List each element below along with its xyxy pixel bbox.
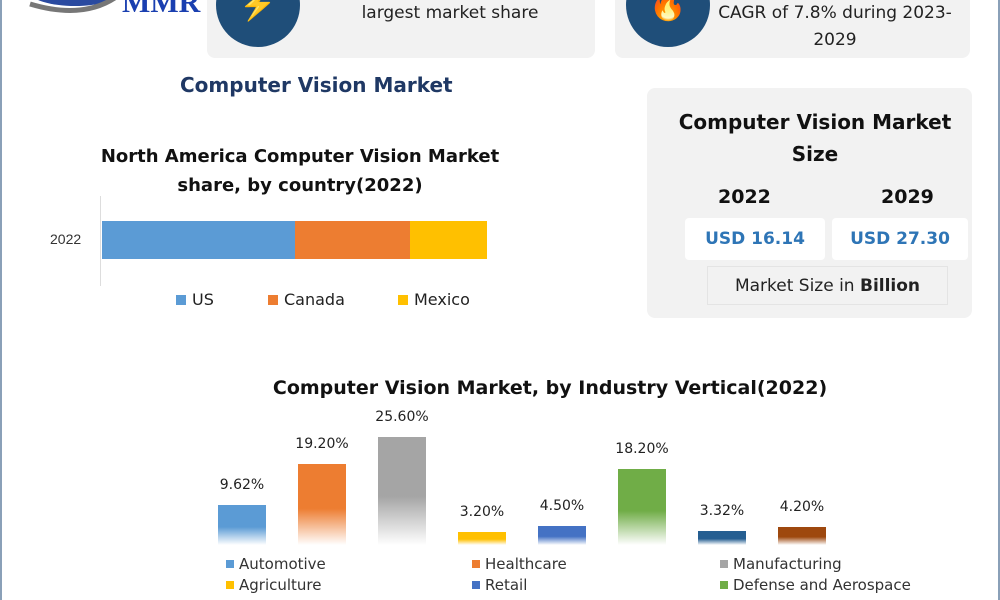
legend-swatch (268, 294, 278, 305)
unit-label: Market Size in Billion (707, 266, 948, 305)
bar-data-label: 3.32% (699, 503, 745, 520)
bar-data-label: 4.50% (539, 498, 585, 515)
legend-swatch (720, 581, 728, 589)
market-size-title: Computer Vision Market Size (645, 106, 985, 170)
legend-swatch (720, 560, 728, 568)
na-legend-item: US (176, 290, 214, 309)
logo-text: MMR (122, 0, 201, 19)
industry-legend-item: Healthcare (472, 555, 567, 573)
legend-label: Automotive (239, 555, 326, 573)
na-category-label: 2022 (50, 231, 82, 247)
industry-legend-item: Manufacturing (720, 555, 842, 573)
industry-legend-item: Retail (472, 576, 527, 594)
bar-data-label: 25.60% (375, 409, 429, 426)
card-share-text: largest market share (361, 3, 539, 23)
industry-legend-item: Agriculture (226, 576, 322, 594)
cagr-line2: 2029 (813, 30, 857, 50)
year-2022: 2022 (718, 186, 771, 208)
bar-data-label: 19.20% (295, 436, 349, 453)
card-cagr-text: CAGR of 7.8% during 2023- 2029 (710, 0, 960, 54)
industry-legend-item: Automotive (226, 555, 326, 573)
main-title: Computer Vision Market (180, 73, 453, 97)
bar-data-label: 18.20% (615, 440, 669, 457)
industry-legend-item: Defense and Aerospace (720, 576, 911, 594)
bar-data-label: 9.62% (219, 476, 265, 493)
value-2022: USD 16.14 (685, 218, 825, 260)
legend-label: Canada (284, 290, 345, 309)
legend-label: Agriculture (239, 576, 322, 594)
industry-bar (378, 437, 426, 545)
industry-bar (298, 464, 346, 545)
legend-swatch (398, 294, 408, 305)
legend-label: Defense and Aerospace (733, 576, 911, 594)
unit-prefix: Market Size in (734, 275, 860, 296)
bar-data-label: 4.20% (779, 499, 825, 516)
unit-bold: Billion (859, 275, 921, 296)
industry-bar (538, 526, 586, 545)
mmr-logo (29, 0, 116, 13)
market-size-box (647, 88, 972, 318)
na-title-line1: North America Computer Vision Market (100, 146, 500, 167)
industry-bar (218, 504, 266, 545)
legend-label: Mexico (414, 290, 470, 309)
industry-bar (698, 531, 746, 545)
ms-title-line2: Size (791, 142, 839, 166)
cagr-line1: CAGR of 7.8% during 2023- (718, 3, 952, 23)
legend-swatch (472, 560, 480, 568)
legend-label: Manufacturing (733, 555, 842, 573)
industry-chart-title: Computer Vision Market, by Industry Vert… (272, 377, 828, 399)
na-axis (100, 196, 101, 286)
industry-bar (458, 531, 506, 545)
ms-title-line1: Computer Vision Market (678, 110, 952, 134)
legend-swatch (226, 560, 234, 568)
legend-label: Retail (485, 576, 528, 594)
na-bar-mexico (410, 221, 487, 259)
legend-swatch (176, 294, 186, 305)
na-bar-us (102, 221, 295, 259)
na-chart-title: North America Computer Vision Market sha… (100, 142, 500, 200)
na-title-line2: share, by country(2022) (177, 175, 423, 196)
legend-label: US (192, 290, 214, 309)
na-legend-item: Canada (268, 290, 345, 309)
na-legend-item: Mexico (398, 290, 470, 309)
legend-label: Healthcare (485, 555, 567, 573)
legend-swatch (472, 581, 480, 589)
na-bar-canada (294, 221, 410, 259)
industry-bar (778, 527, 826, 545)
value-2029: USD 27.30 (832, 218, 968, 260)
legend-swatch (226, 581, 234, 589)
year-2029: 2029 (881, 186, 934, 208)
industry-bar (618, 468, 666, 545)
bar-data-label: 3.20% (459, 503, 505, 520)
